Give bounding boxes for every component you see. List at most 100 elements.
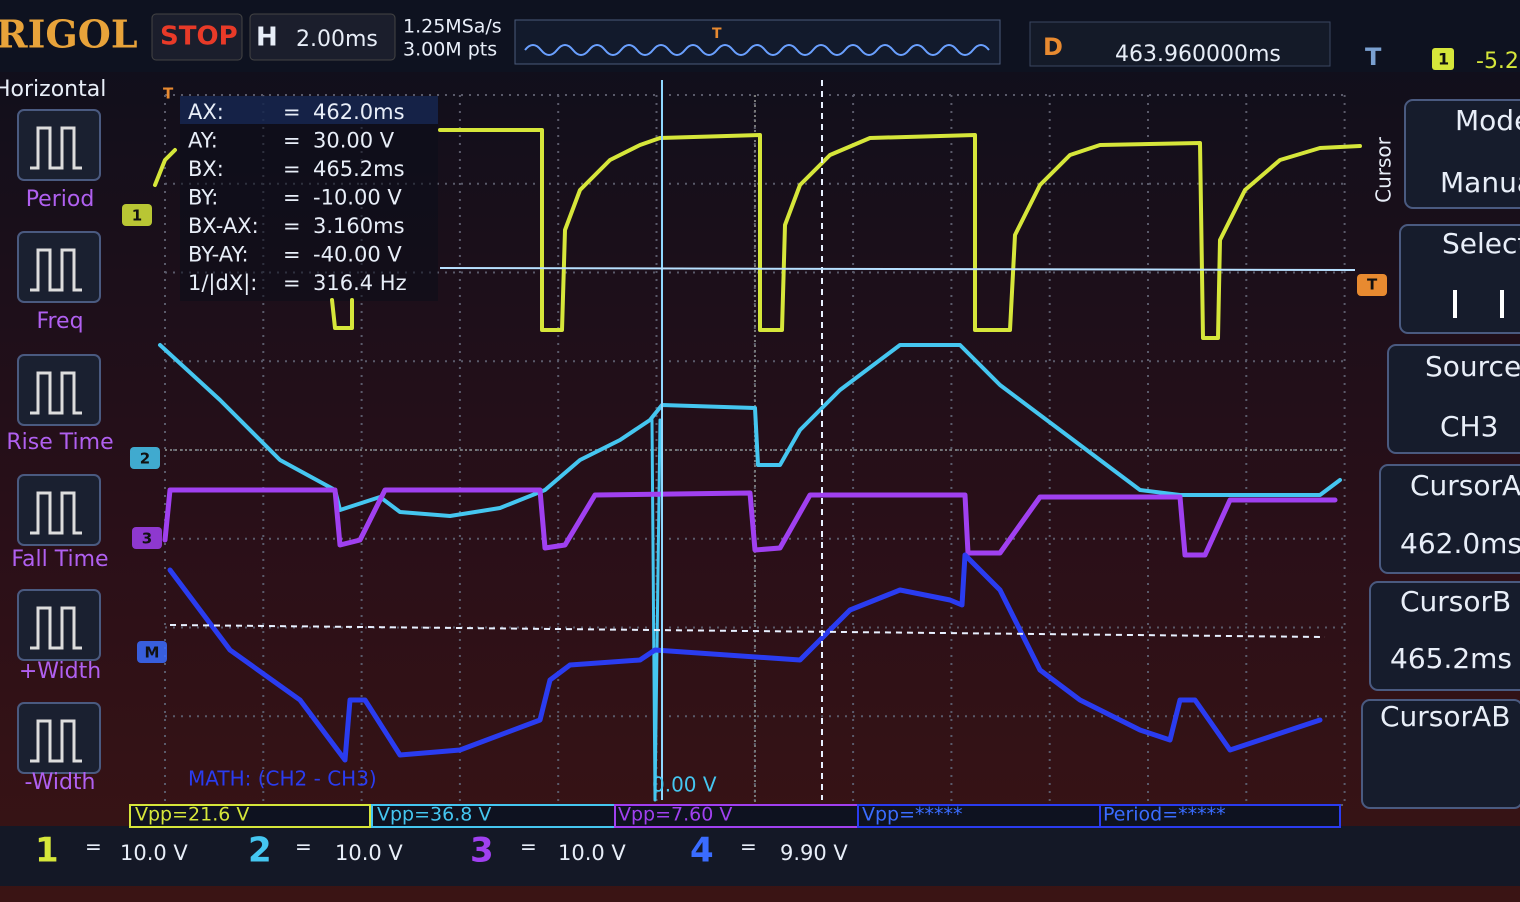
channel-marker [122,204,152,226]
softkey-label: CursorA [1410,469,1520,502]
menu-button [1379,464,1520,574]
memory-depth: 3.00M pts [403,39,497,61]
readout-separator: = [283,129,301,153]
trigger-position: T [712,26,722,42]
delay: 463.960000ms [1115,42,1281,67]
channel-marker [130,447,160,469]
overview-bar [514,19,1001,65]
softkey-value: 465.2ms [1390,642,1512,675]
readout-label: BX-AX: [188,214,259,238]
channel-scale: 10.0 V [335,841,403,865]
timebase: 2.00ms [296,27,378,52]
menu-item: Fall Time [11,547,108,572]
channel-marker-label: 3 [142,530,152,548]
softkey-label: Source [1425,350,1520,383]
softkey-value: 462.0ms [1400,527,1520,560]
ch1-wave [153,148,177,187]
menu-item: Freq [36,309,83,334]
channel-marker [132,527,162,549]
menu-icon-glyph [30,248,82,292]
measurement: Vpp=7.60 V [618,804,732,826]
measurement: Period=***** [1103,804,1226,826]
math-label: MATH: (CH2 - CH3) [188,767,377,791]
trigger-source-box [1432,48,1454,70]
menu-button [1404,99,1520,209]
readout-label: BX: [188,157,224,181]
softkey-label: Mode [1455,104,1520,137]
softkey-label: CursorB [1400,585,1511,618]
menu-icon-glyph [30,491,82,535]
measurement: Vpp=21.6 V [135,804,249,826]
menu-button [1369,581,1520,691]
cursor-ay-line [439,267,1356,271]
channel-number: 2 [248,831,272,871]
math-wave [167,552,1323,763]
readout-separator: = [283,243,301,267]
readout-label: BY: [188,186,218,210]
softkey-label: CursorAB [1380,700,1510,733]
channel-marker-label: 2 [140,450,150,468]
softkey-value: CH3 [1440,410,1498,443]
menu-icon-glyph [30,126,82,170]
trigger-marker: T [163,85,174,103]
readout-value: 462.0ms [313,100,405,124]
menu-item: Rise Time [6,430,113,455]
run-state: STOP [160,22,238,52]
channel-marker-label: 1 [132,207,142,225]
ch1-wave [438,128,1362,340]
sample-rate: 1.25MSa/s [403,16,502,38]
labels: RIGOL STOP H 2.00ms 1.25MSa/s3.00M pts T D 463.… [0,12,1520,871]
channel-scale: 10.0 V [558,841,626,865]
menu-item: +Width [19,659,101,684]
bottom-bar [0,826,1520,886]
trigger-source: 1 [1438,50,1449,69]
readout-value: 316.4 Hz [313,271,407,295]
brand: RIGOL [0,12,138,57]
readout-separator: = [283,186,301,210]
menu-item: Period [26,187,95,212]
channel-scale: 10.0 V [120,841,188,865]
readout-value: 3.160ms [313,214,405,238]
grid [164,94,1346,806]
overview-wave [524,44,990,56]
channel-coupling: = [740,835,757,859]
readout-value: 30.00 V [313,129,395,153]
channel-number: 4 [690,831,714,871]
channel-coupling: = [295,835,312,859]
readout-value: 465.2ms [313,157,405,181]
measurement: Vpp=***** [862,804,963,826]
readout-value: -10.00 V [313,186,402,210]
channel-number: 1 [35,831,59,871]
delay-label: D [1043,33,1063,61]
softkey-label: Select [1442,227,1520,260]
menu-title: Horizontal [0,77,106,102]
timebase-box [249,13,396,61]
measure-box [129,804,371,828]
readout-label: 1/|dX|: [188,271,257,296]
menu-icon-glyph [30,371,82,415]
readout-label: AY: [188,129,218,153]
menu-icon-glyph [30,719,82,763]
readout-separator: = [283,157,301,181]
trigger-level-marker [1357,274,1387,296]
channel-coupling: = [85,835,102,859]
cursor-level: 0.00 V [652,773,717,797]
delay-box [1029,21,1331,67]
readout-label: BY-AY: [188,243,249,267]
menu-item: -Width [25,770,96,795]
stop-box [151,13,243,61]
menu-button [1361,699,1520,809]
ch2-spike [650,418,662,802]
channel-scale: 9.90 V [780,841,848,865]
menu-button [1387,344,1520,454]
measurement: Vpp=36.8 V [377,804,491,826]
trigger-level-label: T [1367,276,1378,294]
measure-box [1099,804,1341,828]
readout-separator: = [283,214,301,238]
menu-icon-glyph [30,606,82,650]
readout-separator: = [283,271,301,295]
trigger-label: T [1365,43,1382,71]
readout-box [180,96,438,301]
